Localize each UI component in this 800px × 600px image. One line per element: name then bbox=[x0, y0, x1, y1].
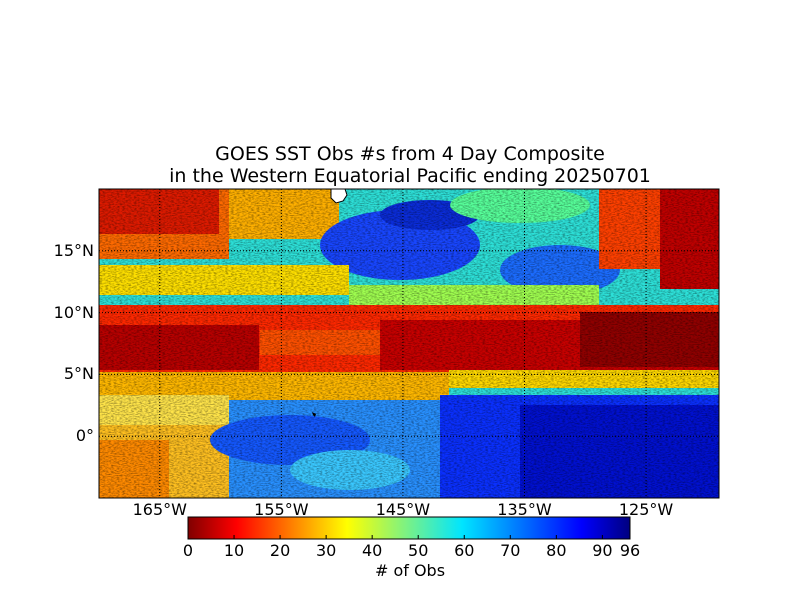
colorbar bbox=[187, 516, 631, 540]
colorbar-ticks bbox=[187, 535, 631, 539]
colorbar-label: # of Obs bbox=[374, 561, 446, 580]
colorbar-tick-label: 70 bbox=[500, 541, 521, 560]
colorbar-tick-label: 80 bbox=[546, 541, 567, 560]
latitude-label: 15°N bbox=[53, 240, 94, 260]
colorbar-tick-label: 10 bbox=[223, 541, 245, 560]
colorbar-tick-label: 30 bbox=[315, 541, 337, 560]
longitude-label: 135°W bbox=[497, 500, 552, 519]
colorbar-tick-label: 40 bbox=[361, 541, 383, 560]
colorbar-tick-label: 60 bbox=[454, 541, 475, 560]
colorbar-tick-label: 0 bbox=[182, 541, 194, 560]
longitude-label: 155°W bbox=[254, 500, 309, 519]
map-gridlines bbox=[99, 189, 719, 498]
latitude-label: 0° bbox=[75, 426, 94, 446]
map-title-line-1: GOES SST Obs #s from 4 Day Composite bbox=[215, 143, 605, 165]
colorbar-tick-label: 96 bbox=[619, 541, 641, 560]
longitude-label: 145°W bbox=[375, 500, 431, 519]
colorbar-tick-label: 90 bbox=[592, 541, 613, 560]
sst-obs-field bbox=[99, 189, 719, 498]
atoll-marker bbox=[312, 412, 316, 417]
map-title-line-2: in the Western Equatorial Pacific ending… bbox=[169, 165, 651, 187]
longitude-label: 125°W bbox=[618, 500, 674, 519]
latitude-label: 10°N bbox=[53, 302, 94, 322]
latitude-label: 5°N bbox=[63, 364, 94, 384]
map-frame bbox=[98, 188, 720, 499]
colorbar-tick-label: 50 bbox=[408, 541, 429, 560]
colorbar-tick-label: 20 bbox=[269, 541, 291, 560]
longitude-label: 165°W bbox=[132, 500, 187, 519]
